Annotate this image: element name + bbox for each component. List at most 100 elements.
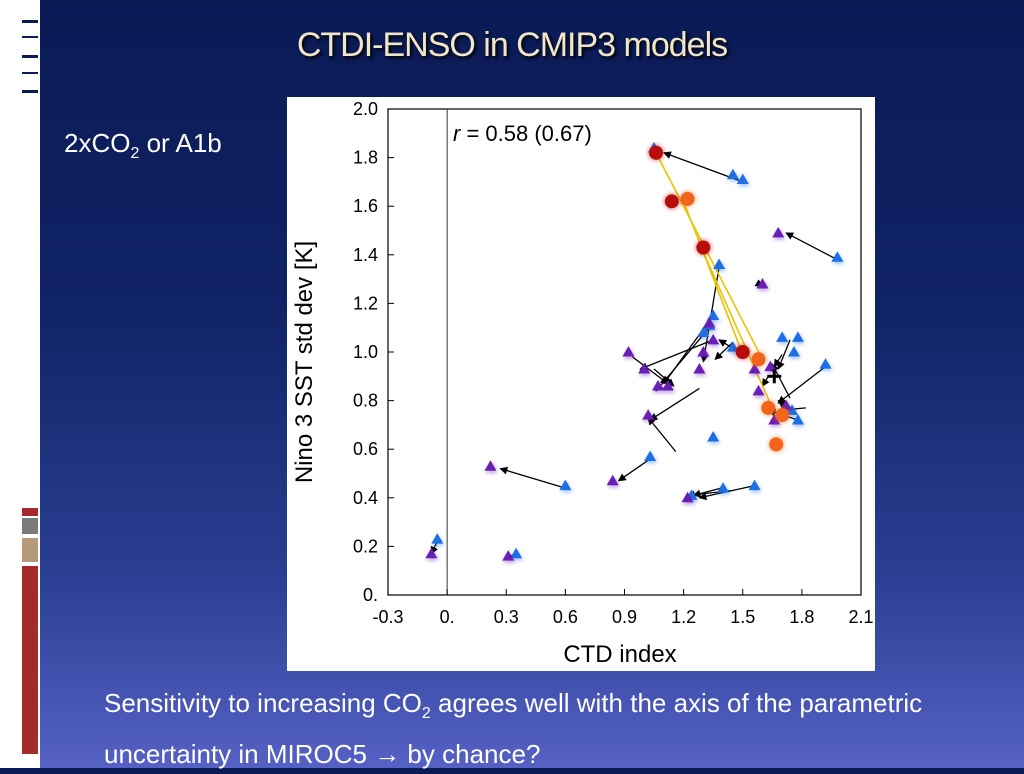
point-purple-triangle [693, 363, 706, 374]
scenario-subscript: 2 [130, 145, 140, 163]
point-red-circle [696, 240, 711, 255]
point-red-circle [664, 194, 679, 209]
arrows-layer [430, 151, 838, 560]
point-purple-triangle [502, 550, 515, 561]
point-blue-triangle [713, 258, 726, 270]
point-blue-triangle [736, 173, 749, 184]
caption-part2: agrees well with the axis of the paramet… [104, 688, 923, 770]
arrow-black [499, 466, 566, 489]
arrow-black [777, 339, 791, 370]
point-blue-triangle [787, 346, 800, 357]
point-red-circle [649, 145, 664, 160]
arrow-black [617, 458, 651, 482]
point-blue-triangle [717, 482, 730, 493]
y-tick-label: 2.0 [353, 99, 378, 119]
stripe-gray [22, 518, 38, 534]
left-decoration-bar [0, 0, 40, 768]
x-axis-label: CTD index [563, 641, 676, 668]
y-tick-label: 0.2 [353, 536, 378, 556]
point-blue-triangle [510, 547, 523, 559]
y-axis-label: Nino 3 SST std dev [K] [291, 241, 318, 483]
scatter-chart: -0.3 0. 0.3 0.6 0.9 1.2 1.5 1.8 2.10.0.20.40.60.… [291, 99, 874, 668]
plot-border [387, 108, 862, 596]
arrow-black [639, 339, 714, 371]
arrow-black [631, 356, 669, 385]
stripe-red-long [22, 566, 38, 754]
x-tick-label: 1.5 [730, 607, 755, 627]
scenario-suffix: or A1b [139, 128, 222, 158]
point-blue-triangle [644, 450, 657, 461]
point-purple-triangle [772, 226, 785, 238]
y-tick-label: 1.0 [353, 342, 378, 362]
point-blue-triangle [431, 533, 444, 544]
y-tick-label: 0.8 [353, 391, 378, 411]
point-blue-triangle [707, 431, 720, 442]
point-red-circle [735, 345, 750, 359]
chart-panel: -0.3 0. 0.3 0.6 0.9 1.2 1.5 1.8 2.1 0. 0.2 0.4 0.6 0.… [287, 97, 875, 671]
point-orange-circle [751, 352, 766, 367]
x-tick-label: 0. [440, 607, 455, 627]
point-orange-circle [761, 400, 776, 415]
point-blue-triangle [819, 358, 832, 369]
slide-caption: Sensitivity to increasing CO2 agrees wel… [104, 683, 984, 774]
points-layer [425, 141, 845, 563]
point-blue-triangle [776, 331, 789, 342]
arrow-black [714, 341, 734, 360]
point-purple-triangle [756, 277, 769, 289]
y-tick-label: 1.2 [353, 293, 378, 313]
scenario-label: 2xCO2 or A1b [64, 128, 222, 163]
x-tick-label: 0.6 [553, 607, 578, 627]
point-orange-circle [769, 437, 784, 452]
y-tick-label: 0.4 [353, 488, 378, 508]
point-purple-triangle [703, 316, 716, 328]
arrow-black [777, 366, 826, 404]
y-tick-label: 1.4 [353, 245, 378, 265]
arrow-yellow [655, 151, 764, 360]
y-tick-label: 1.6 [353, 196, 378, 216]
arrow-black [649, 387, 700, 421]
point-purple-triangle [425, 547, 438, 559]
point-purple-triangle [661, 380, 674, 391]
point-purple-triangle [638, 363, 651, 374]
x-tick-label: 0.3 [494, 607, 519, 627]
arrow-black [785, 232, 838, 261]
y-tick-label: 0. [363, 585, 378, 605]
decorative-lines [22, 20, 38, 93]
point-purple-triangle [697, 346, 710, 357]
axis-ticks: -0.3 0. 0.3 0.6 0.9 1.2 1.5 1.8 2.10.0.20.40.60.… [353, 99, 874, 627]
point-orange-circle [775, 408, 790, 423]
point-blue-triangle [791, 331, 804, 342]
point-blue-triangle [559, 479, 572, 491]
arrow-yellow [680, 195, 744, 355]
stripe-red-top [22, 508, 38, 516]
point-purple-triangle [707, 333, 720, 345]
annotation-text: = 0.58 (0.67) [460, 121, 591, 146]
point-purple-triangle [748, 363, 761, 374]
x-tick-label: -0.3 [372, 607, 403, 627]
plot-frame [387, 108, 862, 596]
y-tick-label: 0.6 [353, 439, 378, 459]
point-purple-triangle [752, 384, 765, 396]
point-purple-triangle [606, 474, 619, 486]
arrow-black [761, 375, 770, 387]
stripe-tan [22, 538, 38, 562]
x-tick-label: 1.8 [789, 607, 814, 627]
slide-title: CTDI-ENSO in CMIP3 models [296, 26, 728, 64]
point-blue-triangle [726, 168, 739, 180]
x-tick-label: 2.1 [848, 607, 873, 627]
point-purple-triangle [764, 360, 777, 372]
point-blue-triangle [707, 309, 720, 321]
point-purple-triangle [768, 414, 781, 425]
x-tick-label: 1.2 [671, 607, 696, 627]
arrow-yellow [700, 246, 774, 409]
point-purple-triangle [681, 491, 694, 503]
point-blue-triangle [697, 326, 710, 338]
point-purple-triangle [622, 346, 635, 357]
x-tick-label: 0.9 [612, 607, 637, 627]
point-blue-triangle [748, 479, 761, 491]
point-purple-triangle [642, 409, 655, 420]
annotation-italic: r [453, 121, 462, 146]
y-tick-label: 1.8 [353, 148, 378, 168]
point-blue-triangle [831, 251, 844, 262]
arrow-black [647, 416, 677, 453]
